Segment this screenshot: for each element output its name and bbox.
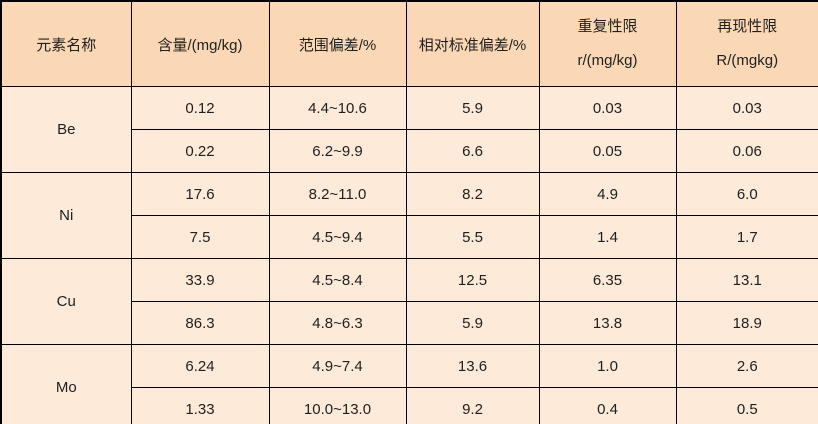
range-deviation-cell: 10.0~13.0	[268, 387, 407, 424]
table-row: 1.33 10.0~13.0 9.2 0.4 0.5	[1, 387, 818, 424]
rsd-cell: 13.6	[405, 344, 540, 388]
content-cell: 1.33	[130, 387, 270, 424]
reproducibility-cell: 18.9	[675, 301, 818, 345]
repeatability-cell: 6.35	[538, 258, 677, 302]
table-header: 元素名称 含量/(mg/kg) 范围偏差/% 相对标准偏差/% 重复性限 r/(…	[0, 0, 818, 87]
element-cell-mo: Mo	[0, 344, 132, 424]
reproducibility-cell: 0.5	[675, 387, 818, 424]
reproducibility-cell: 0.06	[675, 129, 818, 173]
reproducibility-cell: 2.6	[675, 344, 818, 388]
table-row: 7.5 4.5~9.4 5.5 1.4 1.7	[1, 215, 818, 259]
header-repeatability-limit: 重复性限 r/(mg/kg)	[538, 0, 677, 87]
reproducibility-cell: 1.7	[675, 215, 818, 259]
repeatability-cell: 0.4	[538, 387, 677, 424]
table-row: Be 0.12 4.4~10.6 5.9 0.03 0.03	[0, 86, 818, 173]
range-deviation-cell: 6.2~9.9	[268, 129, 407, 173]
reproducibility-cell: 6.0	[675, 172, 818, 216]
rsd-cell: 8.2	[405, 172, 540, 216]
table-body: Be 0.12 4.4~10.6 5.9 0.03 0.03 0.22 6.2~…	[0, 86, 818, 424]
repeatability-cell: 4.9	[538, 172, 677, 216]
reproducibility-cell: 13.1	[675, 258, 818, 302]
table-row: Mo 6.24 4.9~7.4 13.6 1.0 2.6	[0, 344, 818, 424]
table-row: 86.3 4.8~6.3 5.9 13.8 18.9	[1, 301, 818, 345]
content-cell: 0.22	[130, 129, 270, 173]
header-repeatability-title: 重复性限	[577, 18, 638, 35]
header-reproducibility-lines: 再现性限 R/(mgkg)	[677, 2, 818, 86]
range-deviation-cell: 4.5~9.4	[268, 215, 407, 259]
content-cell: 17.6	[130, 172, 270, 216]
content-cell: 7.5	[130, 215, 270, 259]
table-row: Ni 17.6 8.2~11.0 8.2 4.9 6.0	[0, 172, 818, 259]
content-cell: 86.3	[130, 301, 270, 345]
reproducibility-cell: 0.03	[675, 86, 818, 130]
rsd-cell: 5.9	[405, 301, 540, 345]
header-row: 元素名称 含量/(mg/kg) 范围偏差/% 相对标准偏差/% 重复性限 r/(…	[0, 0, 818, 87]
content-cell: 6.24	[130, 344, 270, 388]
header-reproducibility-title: 再现性限	[717, 18, 778, 35]
rsd-cell: 12.5	[405, 258, 540, 302]
table-row: Cu 33.9 4.5~8.4 12.5 6.35 13.1	[0, 258, 818, 345]
header-element-name: 元素名称	[0, 0, 132, 87]
rsd-cell: 9.2	[405, 387, 540, 424]
rsd-cell: 6.6	[405, 129, 540, 173]
range-deviation-cell: 4.5~8.4	[268, 258, 407, 302]
repeatability-cell: 13.8	[538, 301, 677, 345]
header-content: 含量/(mg/kg)	[130, 0, 270, 87]
range-deviation-cell: 8.2~11.0	[268, 172, 407, 216]
range-deviation-cell: 4.8~6.3	[268, 301, 407, 345]
content-cell: 0.12	[130, 86, 270, 130]
header-range-deviation: 范围偏差/%	[268, 0, 407, 87]
table-row: 0.22 6.2~9.9 6.6 0.05 0.06	[1, 129, 818, 173]
element-cell-be: Be	[0, 86, 132, 173]
header-reproducibility-limit: 再现性限 R/(mgkg)	[675, 0, 818, 87]
range-deviation-cell: 4.4~10.6	[268, 86, 407, 130]
repeatability-cell: 0.03	[538, 86, 677, 130]
header-reproducibility-unit: R/(mgkg)	[716, 51, 779, 69]
element-cell-ni: Ni	[0, 172, 132, 259]
repeatability-cell: 1.4	[538, 215, 677, 259]
range-deviation-cell: 4.9~7.4	[268, 344, 407, 388]
header-repeatability-unit: r/(mg/kg)	[577, 51, 638, 69]
content-cell: 33.9	[130, 258, 270, 302]
element-cell-cu: Cu	[0, 258, 132, 345]
header-repeatability-lines: 重复性限 r/(mg/kg)	[540, 2, 675, 86]
repeatability-cell: 1.0	[538, 344, 677, 388]
rsd-cell: 5.5	[405, 215, 540, 259]
rsd-cell: 5.9	[405, 86, 540, 130]
repeatability-cell: 0.05	[538, 129, 677, 173]
header-rsd: 相对标准偏差/%	[405, 0, 540, 87]
